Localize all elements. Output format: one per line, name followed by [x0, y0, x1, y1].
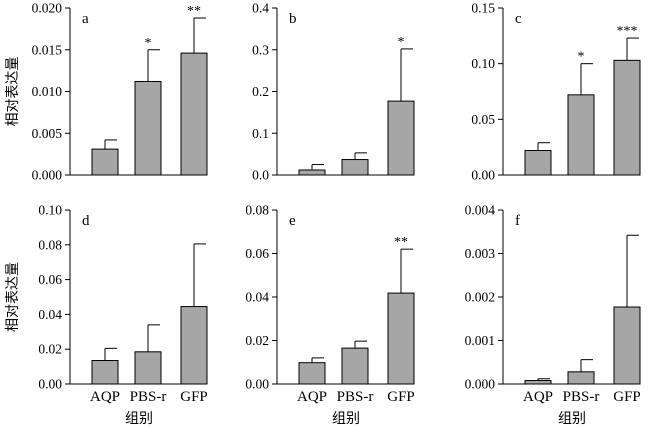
y-tick-label: 0.000 [465, 377, 496, 392]
y-tick-label: 0.04 [38, 307, 62, 322]
panel-letter: a [82, 11, 89, 27]
bar-aqp [524, 150, 552, 176]
x-category-label: AQP [90, 389, 120, 405]
y-tick-label: 0.08 [245, 203, 269, 218]
significance-mark: ** [187, 4, 201, 19]
bar-gfp [387, 100, 415, 176]
y-tick-label: 0.04 [245, 290, 269, 305]
y-axis-title: 相对表达量 [5, 57, 21, 127]
panel-letter: b [289, 11, 297, 27]
y-tick-label: 0.10 [38, 203, 62, 218]
x-axis-title: 组别 [332, 411, 360, 427]
bar-pbs-r [341, 159, 369, 176]
bar-gfp [613, 306, 641, 385]
y-tick-label: 0.4 [252, 1, 269, 16]
y-tick-label: 0.00 [38, 377, 62, 392]
y-tick-label: 0.3 [252, 42, 269, 57]
y-tick-label: 0.020 [32, 1, 63, 16]
y-tick-label: 0.002 [465, 290, 495, 305]
x-category-label: AQP [523, 389, 553, 405]
x-category-label: GFP [613, 389, 641, 405]
x-axis-title: 组别 [558, 411, 586, 427]
panel-c: 0.000.050.100.15c**** [471, 1, 641, 183]
bar-aqp [298, 169, 326, 176]
x-category-label: PBS-r [337, 389, 374, 405]
y-tick-label: 0.004 [465, 203, 496, 218]
significance-mark: * [578, 50, 585, 65]
y-tick-label: 0.15 [471, 1, 495, 16]
y-tick-label: 0.000 [32, 168, 63, 183]
bar-gfp [180, 52, 208, 176]
y-tick-label: 0.001 [465, 333, 495, 348]
significance-mark: * [145, 36, 152, 51]
y-tick-label: 0.0 [252, 168, 269, 183]
bar-aqp [91, 148, 119, 176]
x-axis-title: 组别 [125, 411, 153, 427]
y-tick-label: 0.2 [252, 84, 269, 99]
panel-letter: c [515, 11, 522, 27]
y-tick-label: 0.10 [471, 56, 495, 71]
x-category-label: PBS-r [563, 389, 600, 405]
bar-pbs-r [134, 80, 162, 176]
panel-letter: f [515, 213, 520, 229]
y-tick-label: 0.00 [245, 377, 269, 392]
y-tick-label: 0.015 [32, 42, 63, 57]
panel-letter: d [82, 213, 90, 229]
bar-gfp [180, 306, 208, 385]
significance-mark: *** [617, 24, 638, 39]
bar-pbs-r [567, 94, 595, 176]
y-tick-label: 0.02 [38, 342, 62, 357]
x-category-label: PBS-r [130, 389, 167, 405]
y-tick-label: 0.1 [252, 126, 269, 141]
x-category-label: GFP [387, 389, 415, 405]
panel-letter: e [289, 213, 296, 229]
bar-gfp [613, 59, 641, 176]
y-tick-label: 0.00 [471, 168, 495, 183]
significance-mark: * [398, 35, 405, 50]
x-category-label: AQP [297, 389, 327, 405]
y-axis-title: 相对表达量 [5, 262, 21, 332]
panel-d: 0.00 0.02 0.04 0.06 0.08 0.10 d AQP PBS-r GFP 组别 相对… [5, 203, 208, 428]
y-tick-label: 0.010 [32, 84, 63, 99]
panel-f: 0.000 0.001 0.002 0.003 0.004 f AQP PBS-r GFP 组别 [465, 203, 641, 428]
y-tick-label: 0.06 [245, 246, 269, 261]
significance-mark: ** [394, 235, 408, 250]
bar-pbs-r [341, 347, 369, 385]
bar-aqp [298, 362, 326, 385]
y-tick-label: 0.005 [32, 126, 63, 141]
bar-aqp [524, 380, 552, 385]
bar-pbs-r [134, 351, 162, 385]
panel-e: 0.00 0.02 0.04 0.06 0.08 e ** AQP PBS-r GFP 组别 [245, 203, 414, 428]
y-tick-label: 0.06 [38, 272, 62, 287]
bar-gfp [387, 292, 415, 385]
y-tick-label: 0.003 [465, 246, 496, 261]
y-tick-label: 0.05 [471, 112, 495, 127]
panel-b: 0.0 0.1 0.2 0.3 0.4 b * [252, 1, 415, 183]
y-tick-label: 0.08 [38, 237, 62, 252]
bar-pbs-r [567, 371, 595, 385]
bar-aqp [91, 360, 119, 385]
y-tick-label: 0.02 [245, 333, 269, 348]
x-category-label: GFP [180, 389, 208, 405]
